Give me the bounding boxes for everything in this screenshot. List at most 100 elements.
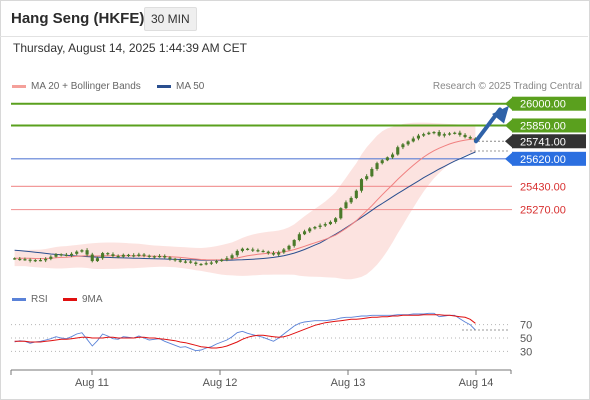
candle-body	[463, 134, 467, 138]
level-label-5: 25270.00	[520, 205, 566, 217]
x-tick-label-0: Aug 11	[75, 377, 109, 389]
candle-body	[313, 226, 317, 229]
candle-body	[339, 208, 343, 219]
candle-body	[385, 157, 389, 161]
candle-body	[344, 202, 348, 209]
ma50-label: MA 50	[176, 81, 205, 92]
x-tick-label-1: Aug 12	[203, 377, 238, 389]
candle-body	[468, 137, 472, 139]
level-tag-0	[512, 96, 586, 111]
level-label-4: 25430.00	[520, 181, 566, 193]
level-tag-3	[512, 151, 586, 166]
candle-body	[173, 258, 177, 261]
header-bar: Hang Seng (HKFE) 30 MIN	[0, 0, 588, 37]
candle-body	[328, 221, 332, 225]
instrument-title: Hang Seng (HKFE)	[11, 10, 145, 27]
candle-body	[365, 176, 369, 180]
rsi-ma-line	[14, 314, 476, 349]
candle-body	[411, 138, 415, 142]
candle-body	[380, 160, 384, 164]
candle-body	[158, 255, 162, 258]
candle-body	[95, 258, 99, 262]
legend-ma20: MA 20 + Bollinger Bands	[12, 81, 141, 92]
candle-body	[256, 250, 260, 252]
level-label-0: 26000.00	[520, 99, 566, 111]
candle-body	[13, 258, 17, 260]
candle-body	[442, 134, 446, 136]
rsi-swatch	[12, 297, 26, 301]
candle-body	[453, 132, 457, 134]
rsi-ma-label: 9MA	[82, 294, 103, 305]
candle-body	[416, 135, 421, 139]
candle-body	[302, 231, 307, 235]
rsi-ma-swatch	[63, 297, 77, 301]
timestamp: Thursday, August 14, 2025 1:44:39 AM CET	[13, 41, 247, 55]
candle-body	[308, 228, 312, 232]
candle-body	[323, 224, 327, 226]
candle-body	[391, 154, 395, 158]
x-tick-label-2: Aug 13	[331, 377, 366, 389]
candle-body	[69, 253, 74, 256]
candle-body	[432, 131, 436, 134]
candle-body	[44, 258, 48, 261]
candle-body	[18, 258, 22, 261]
level-tag-tip-2	[505, 134, 513, 149]
candle-body	[235, 250, 239, 256]
candle-body	[246, 248, 250, 250]
candle-body	[85, 250, 89, 255]
legend-ma50: MA 50	[157, 81, 204, 92]
ma20-label: MA 20 + Bollinger Bands	[31, 81, 141, 92]
legend-rsi-ma: 9MA	[63, 294, 103, 305]
candle-body	[49, 256, 53, 259]
candle-body	[266, 251, 270, 254]
candle-body	[225, 258, 229, 260]
candle-body	[406, 141, 410, 145]
candle-body	[183, 261, 188, 263]
candle-body	[121, 254, 125, 257]
candle-body	[132, 255, 136, 257]
candle-body	[152, 256, 156, 258]
candle-body	[230, 255, 234, 259]
credit-text: Research © 2025 Trading Central	[432, 81, 582, 92]
candle-body	[101, 253, 105, 259]
candle-body	[251, 249, 255, 251]
interval-button[interactable]: 30 MIN	[144, 7, 197, 31]
candle-body	[427, 132, 431, 135]
candle-body	[147, 255, 151, 257]
candle-body	[287, 245, 291, 250]
candle-body	[33, 260, 37, 262]
candle-body	[23, 259, 27, 261]
candle-body	[458, 132, 462, 135]
level-tag-1	[512, 118, 586, 133]
candle-body	[220, 259, 224, 262]
candle-body	[349, 197, 353, 203]
projection-arrow-head	[492, 105, 509, 124]
candle-body	[64, 254, 68, 257]
candle-body	[126, 254, 131, 257]
candle-body	[111, 254, 115, 256]
candle-body	[28, 259, 32, 261]
candle-body	[90, 254, 94, 262]
level-tag-2	[512, 134, 586, 149]
rsi-tick-50: 50	[520, 333, 532, 345]
candle-body	[422, 134, 426, 136]
candle-body	[214, 261, 219, 263]
candle-body	[334, 218, 338, 222]
candle-body	[54, 254, 58, 257]
candle-body	[38, 260, 43, 262]
candle-body	[318, 225, 322, 227]
candle-body	[106, 253, 110, 255]
candle-body	[354, 190, 358, 198]
ma50-swatch	[157, 84, 171, 88]
level-label-2: 25741.00	[520, 136, 566, 148]
candle-body	[80, 250, 84, 252]
candle-body	[59, 254, 63, 256]
level-tag-tip-1	[505, 118, 513, 133]
candle-body	[116, 255, 120, 258]
legend-rsi: RSI	[12, 294, 48, 305]
bollinger-band	[14, 122, 476, 280]
candle-body	[277, 252, 281, 255]
candle-body	[297, 234, 301, 241]
candle-body	[271, 253, 276, 255]
